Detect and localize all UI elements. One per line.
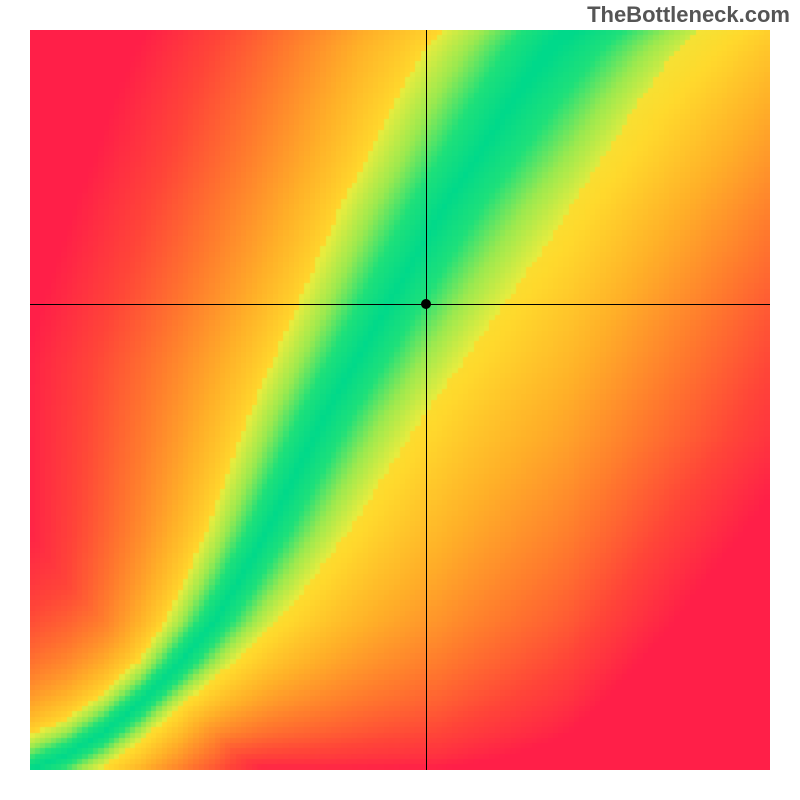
heatmap-chart [30,30,770,770]
chart-container: TheBottleneck.com [0,0,800,800]
crosshair-vertical [426,30,427,770]
watermark-text: TheBottleneck.com [587,2,790,28]
crosshair-marker [421,299,431,309]
crosshair-horizontal [30,304,770,305]
heatmap-canvas [30,30,770,770]
